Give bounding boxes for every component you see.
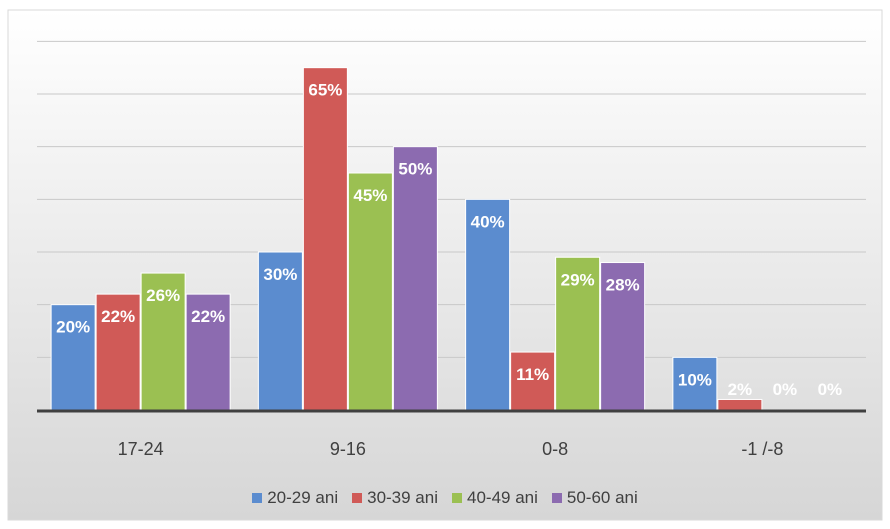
x-tick-label: 17-24 [118, 439, 164, 459]
legend-swatch [551, 493, 562, 503]
data-label: 26% [146, 286, 180, 305]
x-tick-label: 9-16 [330, 439, 366, 459]
data-label: 50% [398, 160, 432, 179]
legend-label: 30-39 ani [367, 488, 438, 507]
data-label: 45% [353, 186, 387, 205]
bar [717, 398, 763, 411]
data-label: 0% [773, 380, 798, 399]
data-label: 10% [678, 370, 712, 389]
data-label: 29% [561, 270, 595, 289]
data-label: 65% [308, 81, 342, 100]
legend-item: 30-39 ani [352, 488, 438, 508]
data-label: 11% [516, 365, 549, 384]
bars [50, 67, 763, 411]
bar [672, 356, 718, 411]
legend-item: 50-60 ani [551, 488, 638, 508]
x-tick-label: 0-8 [542, 439, 568, 459]
data-labels: 20% 22% 26% 22% 30% 65% 45% 50% 40% 11% 29% 28% 10% 2… [56, 81, 842, 399]
bar [600, 262, 646, 411]
data-label: 22% [101, 307, 135, 326]
data-label: 22% [191, 307, 225, 326]
bar [392, 146, 438, 411]
bar [140, 272, 186, 411]
legend-swatch [252, 493, 263, 503]
legend-swatch [352, 493, 363, 503]
data-label: 30% [263, 265, 297, 284]
bar [347, 172, 393, 411]
legend-label: 20-29 ani [267, 488, 339, 507]
legend-label: 50-60 ani [566, 488, 638, 507]
bar [510, 351, 556, 411]
data-label: 20% [56, 318, 90, 337]
legend-item: 40-49 ani [452, 488, 538, 508]
chart-background [7, 9, 883, 521]
data-label: 28% [606, 276, 640, 295]
legend-label: 40-49 ani [467, 488, 538, 507]
x-axis: 17-24 9-16 0-8 -1 /-8 [37, 409, 866, 459]
bar [555, 256, 601, 411]
data-label: 40% [471, 212, 505, 231]
legend-swatch [452, 493, 462, 503]
data-label: 2% [728, 380, 753, 399]
legend-item: 20-29 ani [252, 488, 338, 508]
bar [95, 293, 141, 411]
bar [465, 198, 511, 411]
bar [257, 251, 303, 411]
bar [185, 293, 231, 411]
data-label: 0% [818, 380, 843, 399]
legend: 20-29 ani 30-39 ani 40-49 ani 50-60 ani [0, 488, 890, 508]
bar [302, 67, 348, 411]
bar [50, 304, 96, 411]
x-tick-label: -1 /-8 [741, 439, 783, 459]
